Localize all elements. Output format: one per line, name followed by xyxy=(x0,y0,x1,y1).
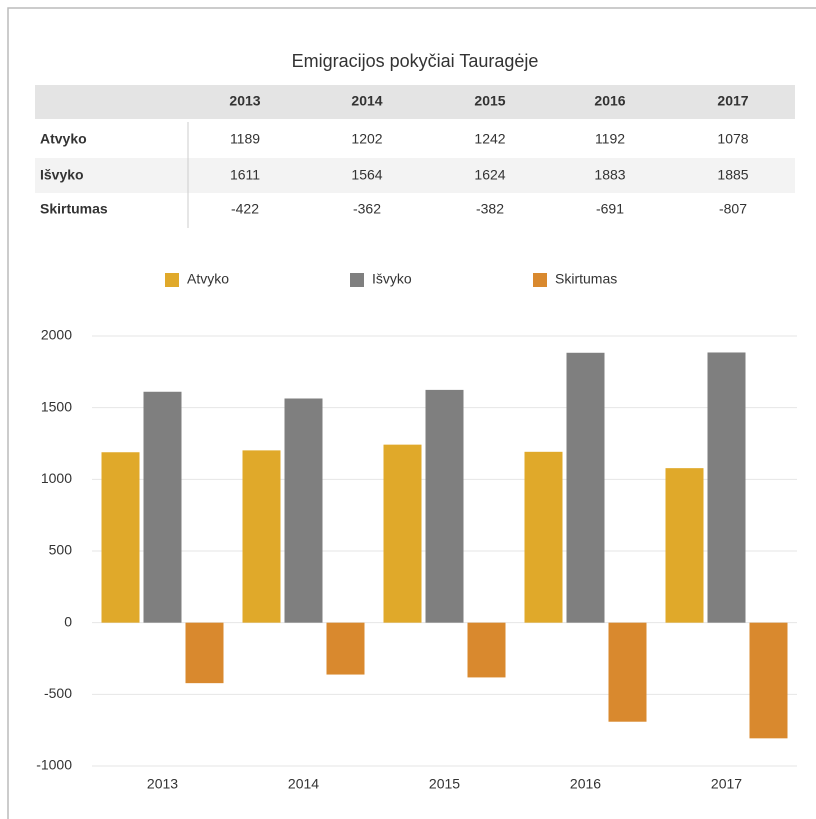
bar xyxy=(383,444,422,623)
bar xyxy=(524,451,563,623)
chart-title: Emigracijos pokyčiai Tauragėje xyxy=(292,51,539,71)
table-cell: 1189 xyxy=(230,131,260,147)
legend-swatch xyxy=(165,273,179,287)
legend-swatch xyxy=(350,273,364,287)
table-cell: -807 xyxy=(719,201,747,217)
table-header-bg xyxy=(35,85,795,119)
table-cell: -422 xyxy=(231,201,259,217)
table-cell: 1564 xyxy=(351,167,382,183)
bar xyxy=(608,622,647,722)
y-tick-label: 1000 xyxy=(41,470,72,486)
bar xyxy=(284,398,323,623)
y-tick-label: 0 xyxy=(64,613,72,629)
y-tick-label: 1500 xyxy=(41,398,72,414)
bar xyxy=(326,622,365,675)
bar xyxy=(425,389,464,623)
y-tick-label: 500 xyxy=(49,542,73,558)
table-header: 2017 xyxy=(717,93,748,109)
legend-label: Atvyko xyxy=(187,271,229,287)
x-tick-label: 2014 xyxy=(288,776,319,792)
table-cell: 1242 xyxy=(474,131,505,147)
legend-swatch xyxy=(533,273,547,287)
bar xyxy=(665,468,704,623)
table-header: 2016 xyxy=(594,93,625,109)
x-tick-label: 2013 xyxy=(147,776,178,792)
table-row-label: Atvyko xyxy=(40,131,87,147)
table-cell: 1624 xyxy=(474,167,505,183)
table-cell: -362 xyxy=(353,201,381,217)
bar xyxy=(143,391,182,623)
y-tick-label: 2000 xyxy=(41,327,72,343)
table-header: 2013 xyxy=(229,93,260,109)
y-tick-label: -1000 xyxy=(36,757,72,773)
table-header: 2015 xyxy=(474,93,505,109)
x-tick-label: 2015 xyxy=(429,776,460,792)
bar xyxy=(101,452,140,623)
table-cell: -691 xyxy=(596,201,624,217)
bar xyxy=(467,622,506,678)
table-cell: 1202 xyxy=(351,131,382,147)
table-row-label: Išvyko xyxy=(40,167,84,183)
table-row-bg xyxy=(35,158,795,193)
bar xyxy=(707,352,746,623)
bar xyxy=(185,622,224,684)
table-cell: 1192 xyxy=(595,131,625,147)
table-header: 2014 xyxy=(351,93,382,109)
bar xyxy=(566,352,605,623)
x-tick-label: 2016 xyxy=(570,776,601,792)
table-cell: -382 xyxy=(476,201,504,217)
bar xyxy=(242,450,281,623)
table-cell: 1611 xyxy=(230,167,260,183)
table-cell: 1883 xyxy=(594,167,625,183)
y-tick-label: -500 xyxy=(44,685,72,701)
legend-label: Išvyko xyxy=(372,271,412,287)
x-tick-label: 2017 xyxy=(711,776,742,792)
frame xyxy=(7,7,816,819)
table-cell: 1078 xyxy=(717,131,748,147)
bar xyxy=(749,622,788,739)
table-cell: 1885 xyxy=(717,167,748,183)
table-row-label: Skirtumas xyxy=(40,201,108,217)
legend-label: Skirtumas xyxy=(555,271,617,287)
